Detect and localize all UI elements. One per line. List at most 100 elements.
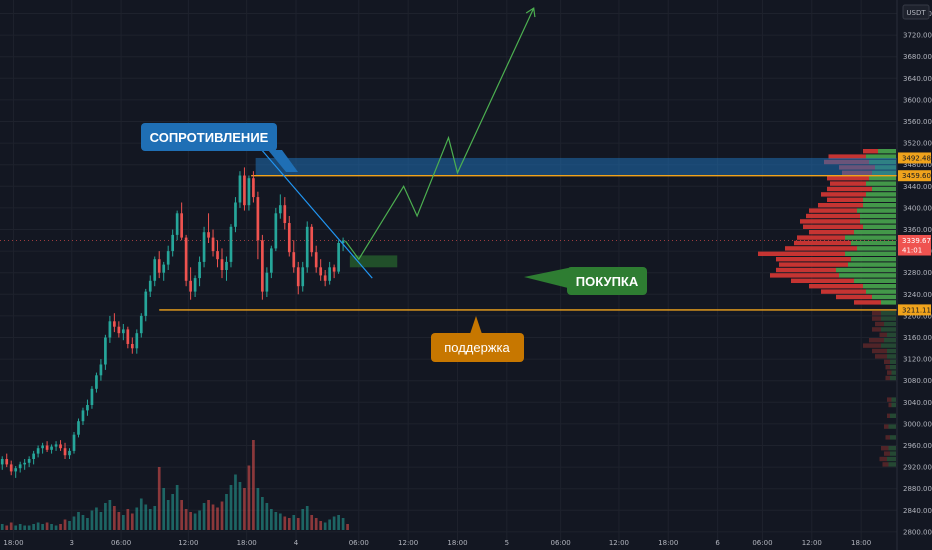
time-tick-label: 06:00 — [111, 539, 131, 547]
volume-bar — [252, 440, 255, 530]
candle-body — [14, 468, 18, 472]
price-tick-label: 3280.00 — [903, 269, 932, 277]
volume-bar — [283, 516, 287, 530]
volume-bar — [238, 482, 242, 530]
price-tick-label: 3720.00 — [903, 32, 932, 40]
price-label-text: 3459.60 — [902, 172, 931, 180]
candle-body — [211, 237, 215, 252]
volume-bar — [265, 503, 269, 530]
volume-bar — [5, 525, 9, 530]
profile-bar-down — [887, 413, 890, 418]
volume-bar — [50, 524, 53, 530]
currency-badge[interactable] — [902, 4, 930, 20]
buy-label: ПОКУПКА — [576, 274, 639, 289]
profile-bar-up — [878, 149, 896, 154]
support-callout-pointer — [470, 316, 482, 334]
volume-bar — [45, 522, 49, 530]
candle-body — [314, 252, 318, 268]
profile-bar-down — [885, 365, 890, 370]
profile-bar-down — [872, 316, 881, 321]
profile-bar-down — [803, 224, 863, 229]
candle-body — [247, 178, 251, 206]
candle-body — [269, 248, 273, 273]
volume-bar — [171, 494, 175, 530]
volume-bar — [189, 512, 192, 530]
volume-bar — [27, 525, 31, 530]
time-tick-label: 12:00 — [398, 539, 418, 547]
profile-bar-up — [891, 370, 896, 375]
profile-bar-up — [869, 176, 896, 181]
candle-body — [265, 272, 269, 292]
profile-bar-up — [872, 186, 896, 192]
profile-bar-up — [854, 278, 896, 283]
price-label-text: 3211.11 — [902, 306, 931, 314]
profile-bar-up — [851, 257, 896, 262]
candle-body — [278, 205, 282, 214]
time-tick-label: 18:00 — [447, 539, 467, 547]
volume-bar — [130, 513, 134, 530]
candle-body — [99, 364, 103, 376]
price-label-text: 3339.67 — [902, 237, 931, 245]
volume-bar — [135, 507, 139, 530]
volume-bar — [234, 474, 237, 530]
candle-body — [296, 267, 300, 287]
time-tick-label: 6 — [715, 539, 720, 547]
candle-body — [310, 226, 314, 253]
time-tick-label: 12:00 — [609, 539, 629, 547]
profile-bar-down — [791, 278, 854, 283]
candle-body — [113, 321, 116, 327]
profile-bar-up — [890, 413, 896, 418]
profile-bar-down — [887, 370, 892, 375]
profile-bar-up — [854, 230, 896, 235]
volume-bar — [104, 503, 107, 530]
volume-bar — [90, 510, 94, 530]
profile-bar-up — [890, 435, 896, 440]
volume-bar — [256, 488, 260, 530]
candle-body — [274, 213, 278, 249]
profile-bar-down — [794, 240, 851, 246]
volume-bar — [59, 524, 62, 530]
candle-body — [0, 459, 4, 465]
candle-body — [135, 333, 139, 349]
candle-body — [18, 464, 22, 469]
candle-body — [148, 280, 152, 292]
volume-bar — [166, 500, 170, 530]
resistance-annotation: СОПРОТИВЛЕНИЕ — [141, 123, 298, 172]
candle-body — [153, 259, 157, 281]
price-label-box — [898, 304, 931, 316]
candle-body — [287, 223, 291, 253]
profile-bar-up — [866, 289, 896, 294]
profile-bar-down — [887, 397, 892, 402]
price-tick-label: 3640.00 — [903, 75, 932, 83]
candle-body — [189, 280, 192, 292]
candle-body — [68, 450, 71, 456]
candle-body — [216, 251, 219, 260]
time-tick-label: 06:00 — [752, 539, 772, 547]
volume-bar — [108, 500, 112, 530]
profile-bar-down — [809, 208, 857, 213]
volume-bar — [148, 509, 152, 530]
candle-body — [108, 321, 112, 338]
time-tick-label: 18:00 — [658, 539, 678, 547]
price-tick-label: 3080.00 — [903, 377, 932, 385]
price-axis-panel[interactable] — [897, 0, 932, 550]
profile-bar-down — [872, 327, 881, 332]
projection-arrowhead — [525, 7, 536, 18]
candle-body — [77, 421, 80, 435]
candle-body — [234, 202, 237, 227]
price-label-text: 3492.48 — [902, 154, 931, 162]
profile-bar-up — [857, 208, 896, 213]
volume-bars — [0, 440, 349, 530]
candle-body — [301, 267, 305, 287]
profile-bar-down — [863, 149, 878, 154]
volume-bar — [207, 500, 210, 530]
profile-bar-up — [891, 397, 896, 402]
profile-bar-up — [863, 203, 896, 208]
volume-bar — [23, 525, 27, 530]
candle-body — [126, 329, 130, 344]
profile-bar-down — [821, 192, 866, 197]
profile-bar-down — [776, 267, 836, 273]
profile-bar-up — [881, 327, 896, 332]
profile-bar-down — [758, 251, 845, 256]
